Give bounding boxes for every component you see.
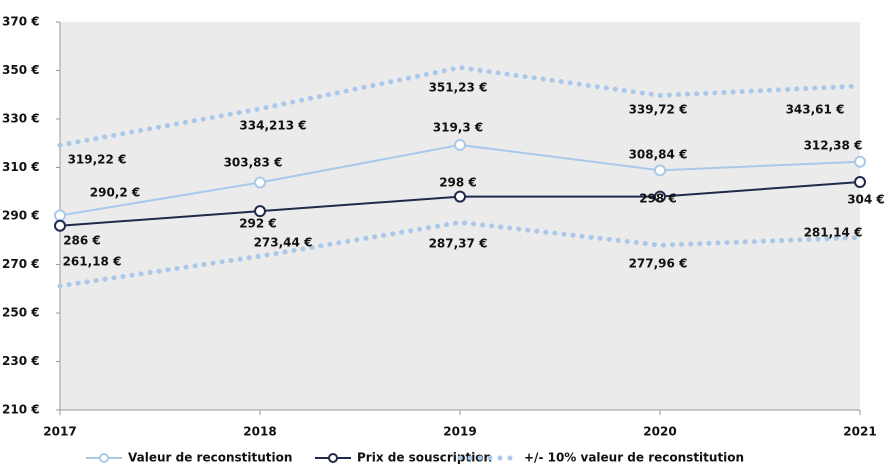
data-label: 290,2 € [90, 186, 140, 200]
marker [54, 219, 66, 232]
data-label: 286 € [63, 234, 101, 248]
y-tick-label: 310 € [2, 160, 40, 174]
legend-label: +/- 10% valeur de reconstitution [524, 451, 744, 465]
data-label: 281,14 € [804, 226, 863, 240]
data-label: 298 € [639, 192, 677, 206]
x-tick-label: 2017 [43, 425, 76, 439]
marker [654, 190, 666, 203]
band-upper-line [57, 64, 863, 148]
data-label: 343,61 € [786, 103, 845, 117]
data-label: 277,96 € [629, 257, 688, 271]
legend-dot [477, 455, 483, 461]
y-tick-label: 270 € [2, 257, 40, 271]
data-label: 351,23 € [429, 81, 488, 95]
legend-label: Valeur de reconstitution [128, 451, 292, 465]
data-label: 303,83 € [224, 156, 283, 170]
marker [254, 205, 266, 218]
y-tick-label: 290 € [2, 209, 40, 223]
data-label: 312,38 € [804, 139, 863, 153]
marker [454, 138, 466, 151]
legend-dot [467, 455, 473, 461]
x-tick-label: 2020 [643, 425, 676, 439]
marker [254, 176, 266, 189]
x-tick-label: 2019 [443, 425, 476, 439]
marker [854, 176, 866, 189]
legend-dot [507, 455, 513, 461]
y-tick-label: 370 € [2, 15, 40, 29]
data-label: 287,37 € [429, 237, 488, 251]
legend-marker [99, 453, 109, 463]
marker [854, 155, 866, 168]
marker [454, 190, 466, 203]
y-tick-label: 250 € [2, 306, 40, 320]
y-tick-label: 230 € [2, 354, 40, 368]
x-tick-label: 2018 [243, 425, 276, 439]
data-label: 319,3 € [433, 121, 483, 135]
data-label: 339,72 € [629, 103, 688, 117]
legend-marker [328, 453, 338, 463]
legend-dot [457, 455, 463, 461]
y-tick-label: 210 € [2, 403, 40, 417]
data-label: 261,18 € [63, 255, 122, 269]
marker [54, 209, 66, 222]
legend-dot [487, 455, 493, 461]
legend-dot [497, 455, 503, 461]
x-tick-label: 2021 [843, 425, 876, 439]
data-label: 292 € [239, 217, 277, 231]
data-label: 319,22 € [68, 153, 127, 167]
y-tick-label: 330 € [2, 112, 40, 126]
data-label: 304 € [847, 193, 885, 207]
marker [654, 164, 666, 177]
data-label: 273,44 € [254, 236, 313, 250]
data-label: 334,213 € [239, 119, 306, 133]
data-label: 308,84 € [629, 148, 688, 162]
y-tick-label: 350 € [2, 63, 40, 77]
data-label: 298 € [439, 176, 477, 190]
band-lower-line [57, 219, 863, 289]
legend-label: Prix de souscription [357, 451, 492, 465]
